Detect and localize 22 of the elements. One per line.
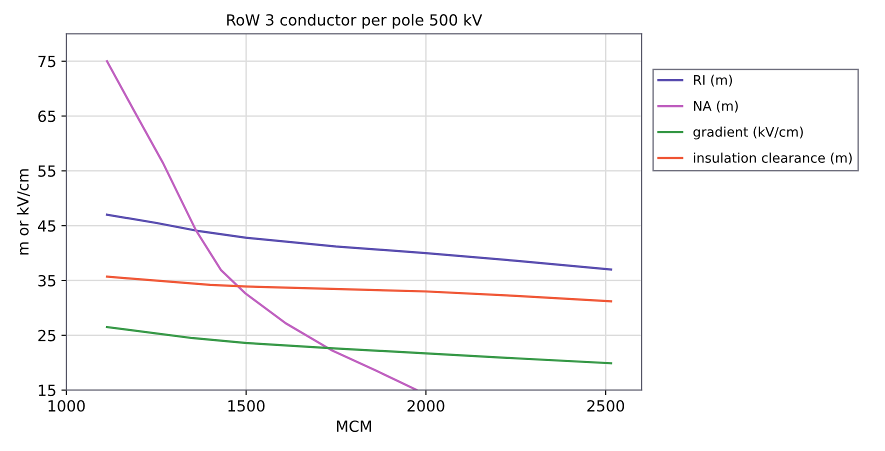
x-tick-label: 1000 bbox=[48, 400, 85, 412]
y-tick-label: 55 bbox=[38, 166, 56, 177]
y-tick-label: 45 bbox=[38, 220, 56, 232]
legend-label: gradient (kV/cm) bbox=[693, 126, 803, 140]
y-tick-label: 25 bbox=[38, 330, 56, 342]
y-tick-label: 35 bbox=[38, 274, 56, 287]
legend-label: insulation clearance (m) bbox=[694, 152, 852, 164]
chart-title: RoW 3 conductor per pole 500 kV bbox=[227, 14, 482, 29]
y-tick-label: 15 bbox=[38, 384, 56, 396]
y-axis-title: m or kV/cm bbox=[16, 169, 30, 255]
x-tick-label: 1500 bbox=[228, 400, 265, 412]
line-series bbox=[106, 214, 612, 271]
y-tick-label: 65 bbox=[38, 110, 56, 122]
legend-label: NA (m) bbox=[694, 100, 738, 112]
line-series bbox=[106, 326, 612, 364]
x-tick-label: 2500 bbox=[587, 400, 624, 412]
line-series bbox=[106, 276, 612, 302]
x-axis-title: MCM bbox=[336, 420, 372, 432]
legend-label: RI (m) bbox=[694, 74, 732, 86]
line-series bbox=[106, 60, 418, 390]
y-tick-label: 75 bbox=[38, 56, 56, 68]
x-tick-label: 2000 bbox=[408, 400, 444, 412]
